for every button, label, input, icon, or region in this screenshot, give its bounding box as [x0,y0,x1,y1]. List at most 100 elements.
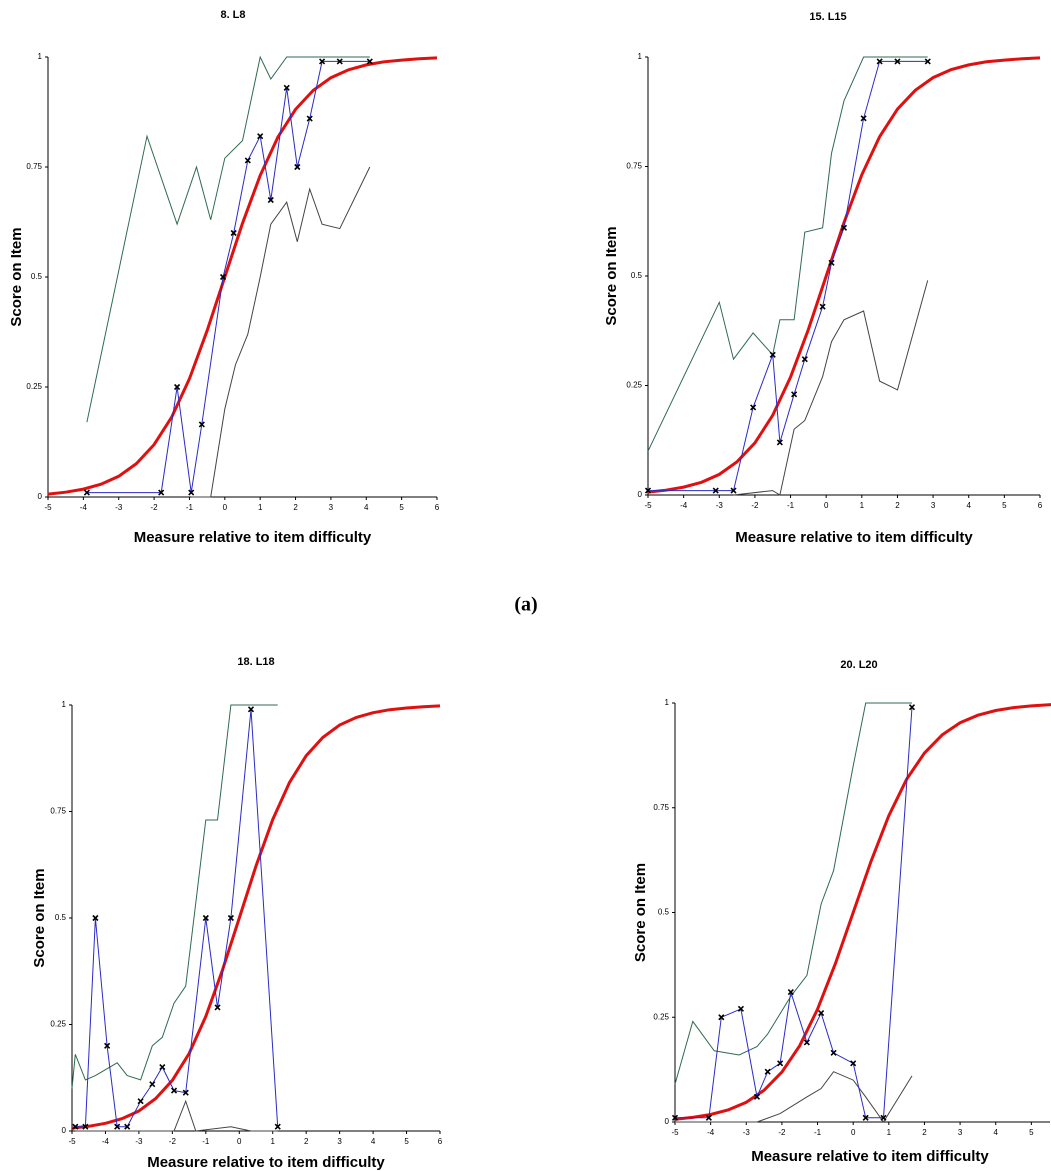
data-point [202,914,209,922]
data-point [801,356,808,363]
y-tick-label: 0.5 [631,271,643,280]
x-tick-label: 3 [337,1137,342,1146]
y-axis-label: Score on Item [603,226,620,325]
data-point [257,133,264,140]
data-point [366,58,373,65]
chart-title: 8. L8 [220,9,245,21]
data-point [730,487,737,494]
x-tick-label: -3 [115,503,123,512]
data-point [712,487,719,494]
x-tick-label: 6 [1038,501,1043,510]
x-tick-label: -5 [68,1137,76,1146]
x-tick-label: 1 [887,1128,892,1137]
data-point [776,439,783,446]
data-point [840,224,848,231]
data-point [319,58,326,65]
data-point [267,196,274,204]
series-line [191,166,371,498]
series-line [47,56,438,496]
chart-title: 15. L15 [809,11,846,23]
data-point [718,1014,725,1021]
x-tick-label: -2 [151,503,159,512]
data-point [737,1005,744,1012]
y-tick-label: 0.5 [658,908,670,917]
y-tick-label: 1 [638,52,643,61]
y-tick-label: 0.25 [50,1020,66,1029]
x-tick-label: 6 [438,1137,443,1146]
data-point [924,58,931,65]
x-tick-label: 1 [271,1137,276,1146]
data-point [227,914,234,922]
x-tick-label: -5 [644,501,652,510]
data-point [174,383,181,391]
x-tick-label: -4 [80,503,88,512]
series-line [71,704,441,1130]
series-line [71,704,278,1089]
data-point [764,1068,771,1075]
y-tick-label: 0.75 [26,162,42,171]
data-point [82,1123,89,1130]
chart-title: 20. L20 [840,659,877,671]
series-line [647,56,928,452]
chart-title: 18. L18 [237,656,274,668]
data-point [753,1093,761,1100]
x-tick-label: 2 [293,503,298,512]
x-tick-label: -2 [169,1137,177,1146]
data-point [894,58,901,65]
y-tick-label: 0 [38,492,43,501]
x-axis-label: Measure relative to item difficulty [735,529,973,546]
data-point [791,391,798,398]
data-point [188,489,195,496]
y-tick-label: 0.75 [50,807,66,816]
y-axis-label: Score on Item [8,227,25,326]
data-point [828,259,835,266]
data-point [750,404,757,411]
data-point [769,351,776,358]
y-tick-label: 1 [38,52,43,61]
x-tick-label: 3 [931,501,936,510]
y-tick-label: 0.5 [31,272,43,281]
chart: 18. L18 Measure relative to item difficul… [31,656,443,1171]
data-point [158,489,165,496]
data-point [850,1060,857,1067]
data-point [274,1123,281,1130]
x-tick-label: 5 [404,1137,409,1146]
data-point [880,1114,887,1121]
x-tick-label: 4 [371,1137,376,1146]
data-point [170,1087,178,1094]
data-point [705,1114,712,1121]
x-tick-label: -5 [44,503,52,512]
data-point [862,1114,869,1121]
x-tick-label: 2 [922,1128,927,1137]
data-point [860,115,867,122]
y-tick-label: 0 [665,1117,670,1126]
data-point [671,1114,679,1121]
data-point [244,157,251,164]
x-tick-label: 4 [364,503,369,512]
x-tick-label: 3 [329,503,334,512]
y-tick-label: 0.25 [26,382,42,391]
y-tick-label: 1 [665,698,670,707]
data-point [818,1009,825,1017]
data-point [230,229,237,237]
x-tick-label: -4 [680,501,688,510]
x-tick-label: -1 [814,1128,822,1137]
series-line [75,709,279,1128]
series-line [647,56,1041,494]
data-point [283,84,290,91]
x-tick-label: 1 [258,503,263,512]
data-point [149,1081,156,1088]
x-axis-label: Measure relative to item difficulty [134,529,372,546]
chart: 15. L15 Measure relative to item difficul… [603,11,1043,546]
x-tick-label: -2 [751,501,759,510]
series-line [675,1071,913,1123]
series-line [86,55,370,423]
x-tick-label: 2 [895,501,900,510]
data-point [114,1123,121,1130]
x-tick-label: 0 [223,503,228,512]
x-tick-label: -1 [186,503,194,512]
data-point [803,1039,810,1046]
chart: 20. L20 Measure relative to item difficul… [632,659,1051,1165]
x-tick-label: 3 [958,1128,963,1137]
